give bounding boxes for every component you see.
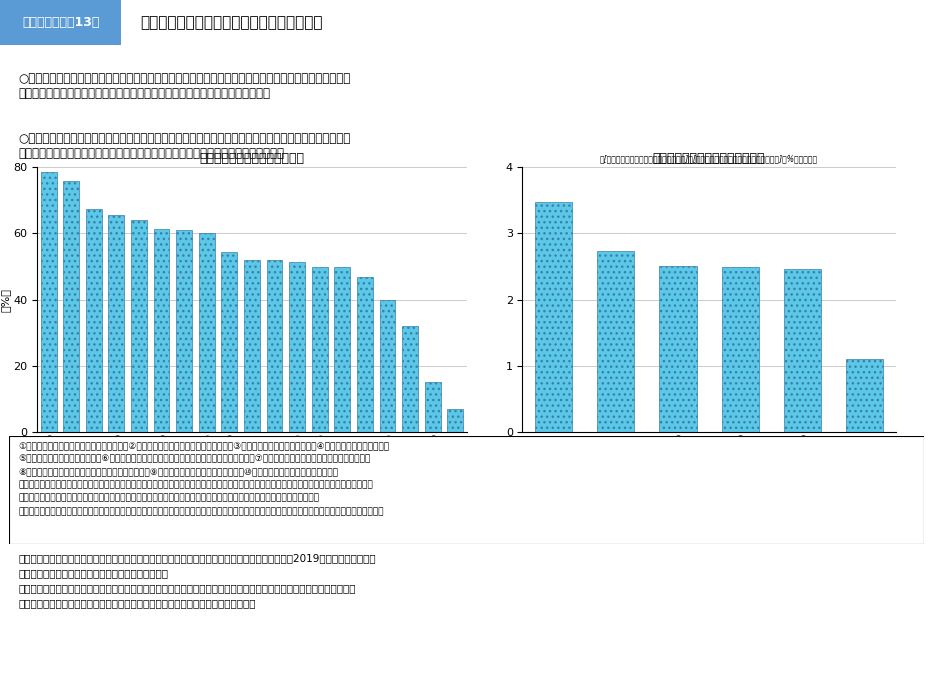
Bar (176, 230, 192, 432)
FancyBboxPatch shape (9, 436, 924, 544)
Bar (154, 229, 170, 432)
Text: ○　「有給休暇の取得促進」「職場の人間関係やコミュニケーションの円滑化」「業務遂行に伴う裁量権
　　の拡大」などを行うことにより、正社員の働きやすさが向上する可: ○ 「有給休暇の取得促進」「職場の人間関係やコミュニケーションの円滑化」「業務遂… (19, 132, 351, 160)
Bar (447, 409, 463, 432)
Bar (784, 269, 821, 432)
Bar (63, 181, 79, 432)
Bar (535, 201, 572, 432)
Bar (199, 233, 215, 432)
Text: （[実施企業における働きやすい者の割合]－[未実施企業における働きやすい者の割合]、%ポイント）: （[実施企業における働きやすい者の割合]－[未実施企業における働きやすい者の割合… (600, 155, 818, 164)
Bar (86, 208, 102, 432)
Text: 雇用管理が働きやすさに与える影響について: 雇用管理が働きやすさに与える影響について (140, 15, 323, 30)
Bar (357, 277, 373, 432)
Bar (244, 260, 259, 432)
Bar (289, 261, 305, 432)
Bar (597, 252, 634, 432)
Title: 働きやすい企業における実施率: 働きやすい企業における実施率 (200, 152, 304, 164)
Bar (660, 266, 697, 432)
Bar (380, 300, 396, 432)
Bar (425, 383, 440, 432)
Bar (221, 252, 237, 432)
Bar (131, 220, 146, 432)
Bar (108, 215, 124, 432)
Text: ①人事評価に関する公正性・納得性の向上、②本人の希望を踏まえた配属、配置転換、③業務遂行に伴う裁量権の拡大、④優秀な人材の抜擢・登用、
⑤優秀な人材の正社員への: ①人事評価に関する公正性・納得性の向上、②本人の希望を踏まえた配属、配置転換、③… (19, 441, 390, 516)
Text: 資料出所　（独）労働政策研究・研修機構「人手不足等をめぐる現状と働き方等に関する調査」（2019年）の個票を厚生労
　　　　　働省政策統括官付政策統括室にて独自: 資料出所 （独）労働政策研究・研修機構「人手不足等をめぐる現状と働き方等に関する… (19, 553, 376, 608)
Bar (334, 266, 350, 432)
Text: 第２－（２）－13図: 第２－（２）－13図 (22, 16, 99, 29)
Bar (41, 172, 57, 432)
Bar (721, 267, 759, 432)
Bar (846, 360, 884, 432)
Bar (402, 326, 418, 432)
Bar (267, 260, 283, 432)
Title: 各取組が働きやすさに与える影響: 各取組が働きやすさに与える影響 (653, 152, 765, 164)
Bar (312, 266, 327, 432)
Y-axis label: （%）: （%） (1, 288, 10, 312)
FancyBboxPatch shape (0, 0, 121, 45)
Text: ○　雇用管理の実施率をみると、「能力・成果等に見合った昇進や賃金アップ」「有給休暇の取得促進」
　　「職場の人間関係やコミュニケーションの円滑化」などが高くなっ: ○ 雇用管理の実施率をみると、「能力・成果等に見合った昇進や賃金アップ」「有給休… (19, 72, 351, 100)
